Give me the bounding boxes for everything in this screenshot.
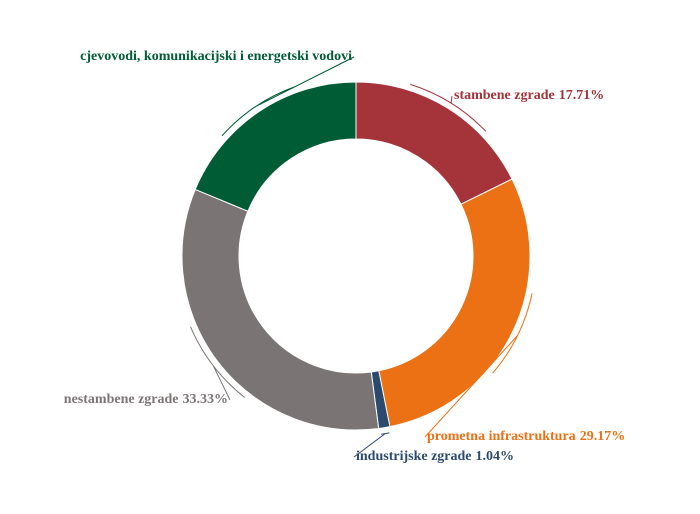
data-label: prometna infrastruktura 29.17% [427,429,625,444]
label-value: 29.17% [580,429,626,444]
label-value: 33.33% [183,392,229,407]
label-value: 1.04% [476,449,515,464]
label-name: industrijske zgrade [356,449,472,464]
donut-segment [378,178,531,428]
donut-segment [194,81,357,212]
data-label: stambene zgrade 17.71% [454,88,604,103]
leader-line [221,56,355,137]
leader-line [353,432,390,458]
data-label: cjevovodi, komunikacijski i energetski v… [80,49,352,64]
data-label: industrijske zgrade 1.04% [356,449,514,464]
data-label: nestambene zgrade 33.33% [64,392,228,407]
leader-line [190,326,246,401]
leader-line [424,293,533,438]
label-name: prometna infrastruktura [427,429,576,444]
leader-line [410,83,487,132]
label-name: cjevovodi, komunikacijski i energetski v… [80,49,352,64]
donut-segment [181,188,380,431]
label-value: 17.71% [559,88,605,103]
label-name: stambene zgrade [454,88,555,103]
label-name: nestambene zgrade [64,392,179,407]
